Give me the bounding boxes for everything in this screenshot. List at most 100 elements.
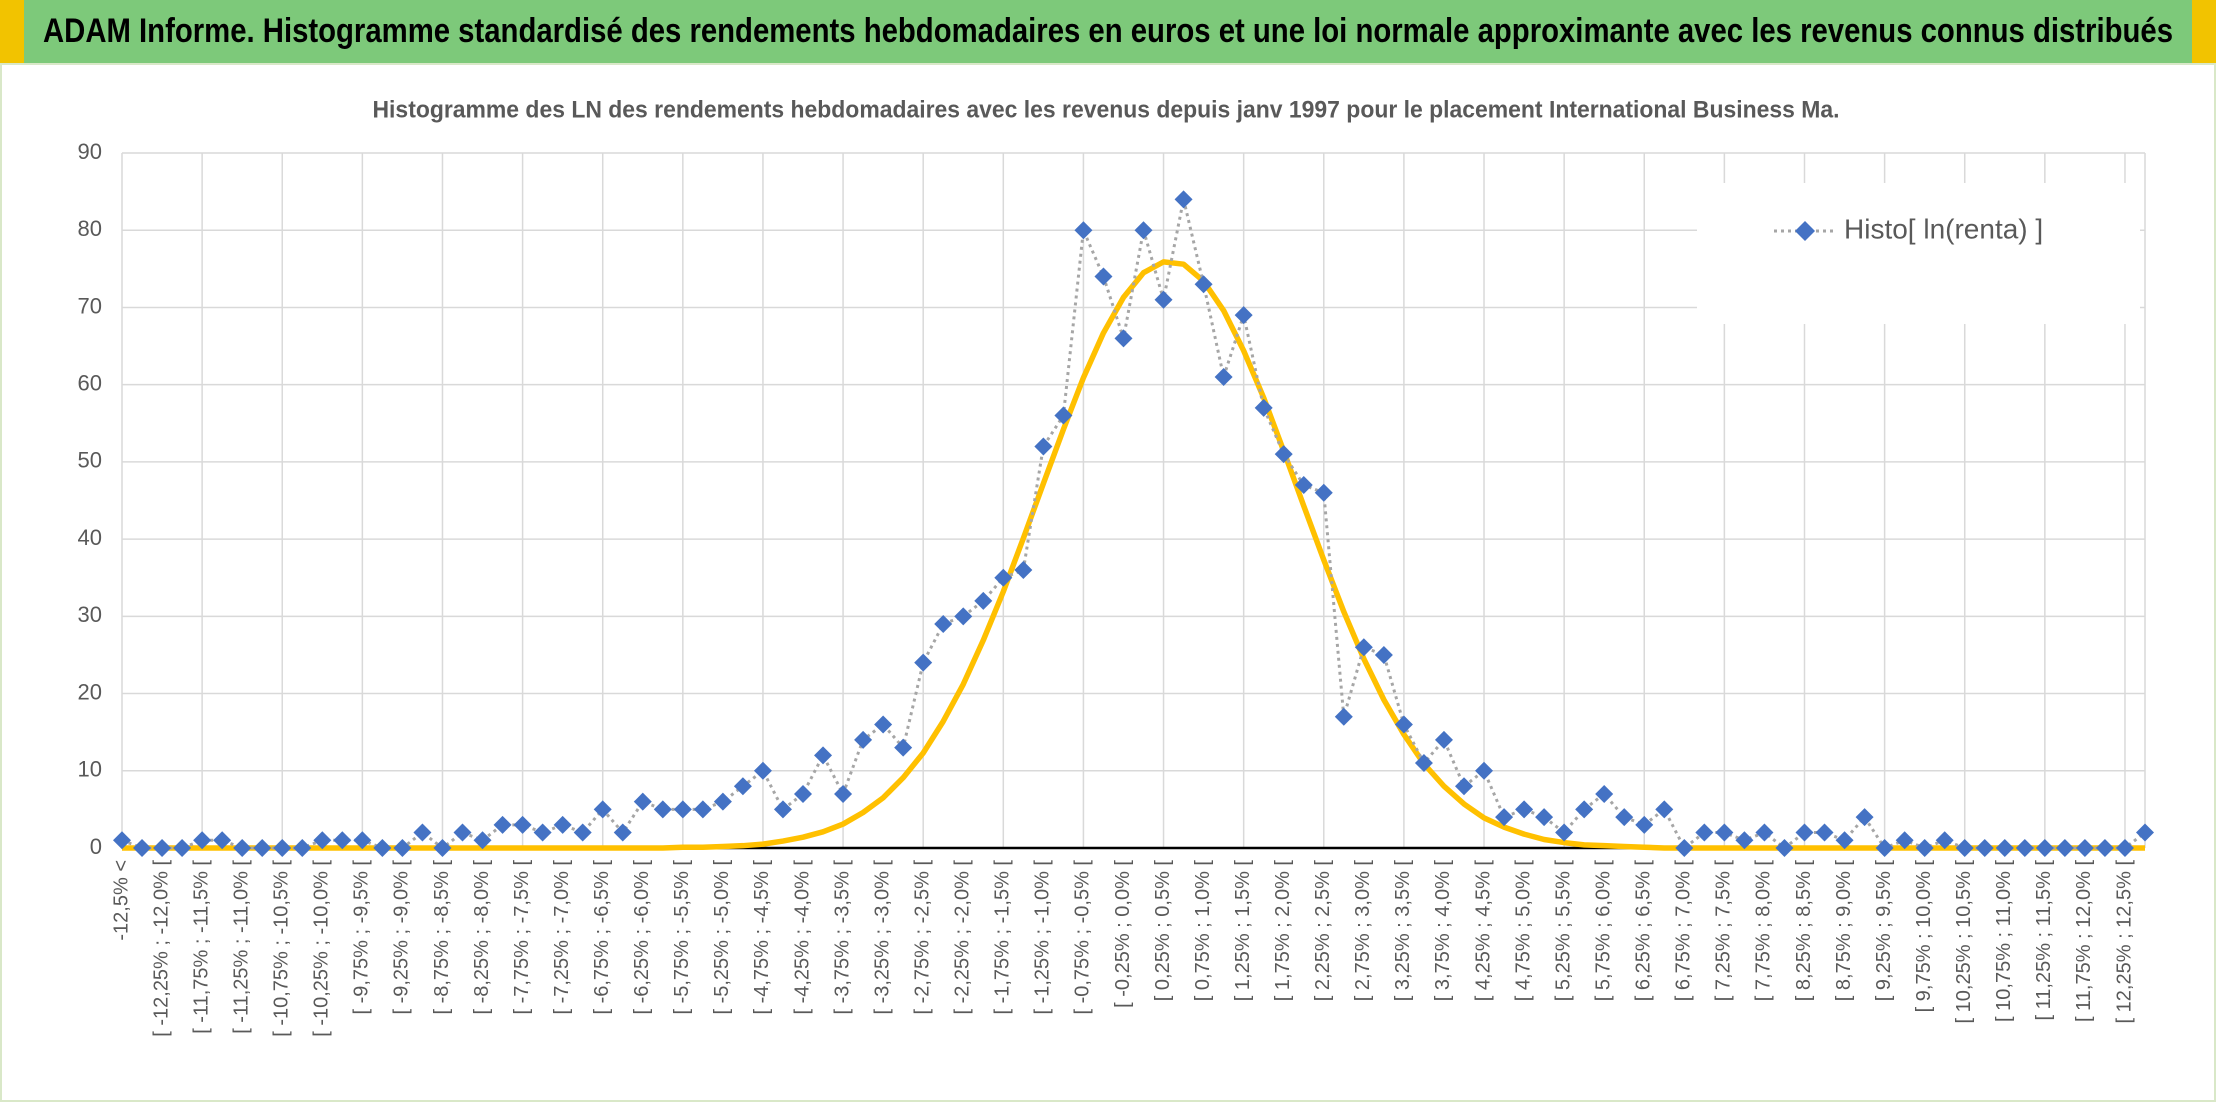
banner-corner [0, 0, 24, 64]
data-point [473, 831, 492, 850]
x-tick-label: [ 1,25% ; 1,5% [ [1232, 860, 1254, 1002]
data-point [2075, 839, 2094, 857]
data-point [1414, 754, 1433, 773]
chart-title: Histogramme des LN des rendements hebdom… [373, 96, 1840, 123]
y-tick-label: 30 [78, 602, 102, 627]
data-point [233, 839, 252, 857]
data-point [1475, 761, 1494, 780]
x-tick-label: [ -8,25% ; -8,0% [ [471, 860, 493, 1015]
x-tick-label: [ -6,25% ; -6,0% [ [631, 860, 653, 1015]
y-tick-label: 0 [90, 834, 102, 859]
data-point [814, 746, 833, 765]
data-point [453, 823, 472, 842]
legend-label: Histo[ ln(renta) ] [1844, 213, 2043, 244]
x-tick-label: [ -4,25% ; -4,0% [ [791, 860, 813, 1015]
data-point [1715, 823, 1734, 842]
data-point [1935, 831, 1954, 850]
legend-marker [1795, 221, 1815, 241]
data-point [1855, 808, 1874, 827]
data-point [1655, 800, 1674, 819]
x-tick-label: [ -2,75% ; -2,5% [ [911, 860, 933, 1015]
x-tick-label: [ 10,75% ; 11,0% [ [1993, 860, 2015, 1022]
x-tick-label: [ 6,25% ; 6,5% [ [1633, 860, 1655, 1002]
data-point [1234, 306, 1253, 325]
data-point [673, 800, 692, 819]
data-point [713, 792, 732, 811]
x-tick-label: [ 6,75% ; 7,0% [ [1673, 860, 1695, 1002]
data-point [273, 839, 292, 857]
data-point [1354, 638, 1373, 657]
data-point [313, 831, 332, 850]
x-tick-label: [ 8,25% ; 8,5% [ [1793, 860, 1815, 1002]
data-point [994, 568, 1013, 587]
data-point [333, 831, 352, 850]
x-tick-label: [ 3,25% ; 3,5% [ [1392, 860, 1414, 1002]
y-tick-label: 60 [78, 370, 102, 395]
data-point [1174, 190, 1193, 209]
data-point [1695, 823, 1714, 842]
data-point [173, 839, 192, 857]
x-tick-label: [ -1,25% ; -1,0% [ [1032, 860, 1054, 1015]
x-tick-label: [ 11,75% ; 12,0% [ [2073, 860, 2095, 1022]
data-point [894, 738, 913, 757]
data-point [1274, 445, 1293, 464]
data-point [1394, 715, 1413, 734]
x-tick-label: [ -3,75% ; -3,5% [ [831, 860, 853, 1015]
y-tick-label: 80 [78, 216, 102, 241]
x-tick-label: [ 8,75% ; 9,0% [ [1833, 860, 1855, 1002]
data-point [1615, 808, 1634, 827]
data-point [2035, 839, 2054, 857]
data-point [433, 839, 452, 857]
data-point [733, 777, 752, 796]
x-tick-label: [ -5,25% ; -5,0% [ [711, 860, 733, 1015]
data-point [153, 839, 172, 857]
data-point [1515, 800, 1534, 819]
x-tick-label: [ 12,25% ; 12,5% [ [2113, 860, 2135, 1024]
data-point [874, 715, 893, 734]
banner-title: ADAM Informe. Histogramme standardisé de… [43, 12, 2173, 50]
y-tick-label: 70 [78, 293, 102, 318]
data-point [193, 831, 212, 850]
x-tick-label: [ -7,25% ; -7,0% [ [551, 860, 573, 1015]
x-tick-label: [ -2,25% ; -2,0% [ [952, 860, 974, 1015]
data-point [1735, 831, 1754, 850]
data-point [974, 591, 993, 610]
data-point [2015, 839, 2034, 857]
x-tick-label: [ 5,25% ; 5,5% [ [1552, 860, 1574, 1002]
x-tick-label: [ -1,75% ; -1,5% [ [992, 860, 1014, 1015]
data-point [2095, 839, 2114, 857]
x-tick-label: [ 2,75% ; 3,0% [ [1352, 860, 1374, 1002]
x-tick-label: [ -4,75% ; -4,5% [ [751, 860, 773, 1015]
data-point [1915, 839, 1934, 857]
data-point [1214, 367, 1233, 386]
data-point [934, 615, 953, 634]
data-point [1434, 730, 1453, 749]
x-tick-label: [ 0,25% ; 0,5% [ [1152, 860, 1174, 1002]
data-point [213, 831, 232, 850]
y-tick-label: 10 [78, 757, 102, 782]
data-point [1595, 784, 1614, 803]
x-tick-label: -12,5% < [110, 860, 132, 941]
data-point [133, 839, 152, 857]
data-point [1875, 839, 1894, 857]
x-tick-label: [ -12,25% ; -12,0% [ [150, 860, 172, 1037]
data-point [293, 839, 312, 857]
data-point [1034, 437, 1053, 456]
data-point [1975, 839, 1994, 857]
data-point [653, 800, 672, 819]
data-point [1955, 839, 1974, 857]
data-point [573, 823, 592, 842]
data-point [753, 761, 772, 780]
data-point [353, 831, 372, 850]
legend-box [1697, 183, 2140, 324]
data-point [253, 839, 272, 857]
data-point [1675, 839, 1694, 857]
data-point [794, 784, 813, 803]
data-point [1094, 267, 1113, 286]
banner-corner [2192, 0, 2216, 64]
data-point [954, 607, 973, 626]
data-point [1535, 808, 1554, 827]
data-point [553, 815, 572, 834]
data-point [2136, 823, 2154, 842]
